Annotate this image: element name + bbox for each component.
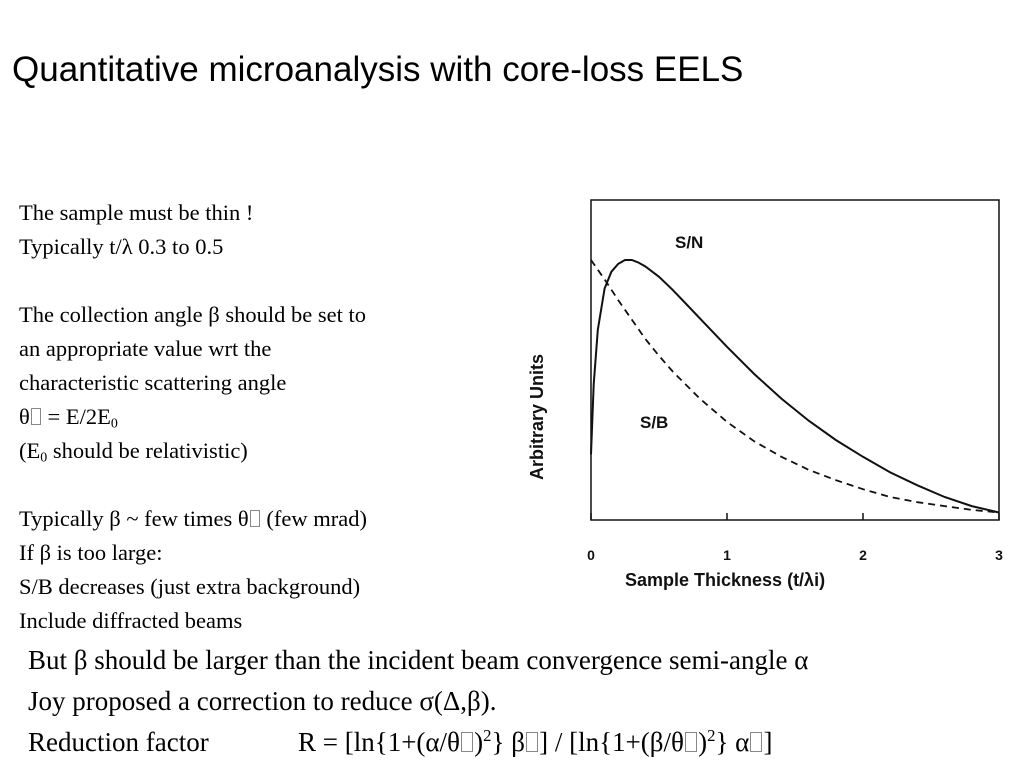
formula-label: Reduction factor xyxy=(28,727,209,757)
series-label-s-b: S/B xyxy=(640,413,668,432)
missing-glyph-box xyxy=(525,732,539,753)
text-line: (E0 should be relativistic) xyxy=(19,434,489,468)
x-tick-group: 0 1 2 3 xyxy=(587,513,1003,563)
text-fragment: = E/2E xyxy=(41,404,111,429)
series-line-s-n xyxy=(590,259,1000,514)
formula-part: ] / [ln{1+(β/θ xyxy=(539,727,684,757)
x-tick-label: 0 xyxy=(587,547,595,563)
text-fragment: Typically β ~ few times θ xyxy=(19,506,249,531)
subscript: 0 xyxy=(110,416,118,432)
left-text-block: The sample must be thin ! Typically t/λ … xyxy=(19,196,489,638)
text-line: Joy proposed a correction to reduce σ(Δ,… xyxy=(28,686,497,716)
formula-part: } β xyxy=(491,727,525,757)
series-line-s-b xyxy=(590,259,1000,514)
series-label-s-n: S/N xyxy=(675,233,703,252)
text-fragment: (E xyxy=(19,438,41,463)
formula-part: R = [ln{1+(α/θ xyxy=(298,727,460,757)
superscript: 2 xyxy=(483,725,492,745)
text-fragment: (few mrad) xyxy=(260,506,367,531)
x-axis-label: Sample Thickness (t/λi) xyxy=(625,570,825,590)
y-axis-label: Arbitrary Units xyxy=(527,354,547,480)
slide-title: Quantitative microanalysis with core-los… xyxy=(12,50,744,89)
missing-glyph-box xyxy=(249,510,260,528)
text-line: Include diffracted beams xyxy=(19,608,243,633)
text-fragment: θ xyxy=(19,404,30,429)
text-line: The sample must be thin ! xyxy=(19,200,254,225)
bottom-text-block: But β should be larger than the incident… xyxy=(28,640,1018,763)
text-fragment: should be relativistic) xyxy=(47,438,248,463)
formula-line: Reduction factor R = [ln{1+(α/θ)2} β] / [… xyxy=(28,722,1018,763)
missing-glyph-box xyxy=(750,732,763,753)
superscript: 2 xyxy=(707,725,716,745)
text-line: Typically β ~ few times θ (few mrad) xyxy=(19,502,489,536)
formula-part: ) xyxy=(474,727,484,757)
text-line: Typically t/λ 0.3 to 0.5 xyxy=(19,234,224,259)
text-line: θ = E/2E0 xyxy=(19,400,489,434)
thickness-chart: 0 1 2 3 S/N S/B Sample Thickness (t/λi) Arb… xyxy=(527,199,1003,590)
missing-glyph-box xyxy=(684,732,698,753)
x-tick-label: 3 xyxy=(995,547,1003,563)
x-tick-label: 1 xyxy=(723,547,731,563)
missing-glyph-box xyxy=(461,732,474,753)
text-line: But β should be larger than the incident… xyxy=(28,645,809,675)
text-line: characteristic scattering angle xyxy=(19,370,287,395)
text-line: The collection angle β should be set to xyxy=(19,302,366,327)
plot-frame xyxy=(590,199,1000,521)
subscript: 0 xyxy=(40,450,48,466)
text-line: If β is too large: xyxy=(19,540,163,565)
missing-glyph-box xyxy=(30,408,41,426)
formula-part: } α xyxy=(715,727,750,757)
text-line: an appropriate value wrt the xyxy=(19,336,272,361)
text-line: S/B decreases (just extra background) xyxy=(19,574,361,599)
x-tick-label: 2 xyxy=(859,547,867,563)
formula-part: ) xyxy=(698,727,708,757)
formula-part: ] xyxy=(763,727,773,757)
